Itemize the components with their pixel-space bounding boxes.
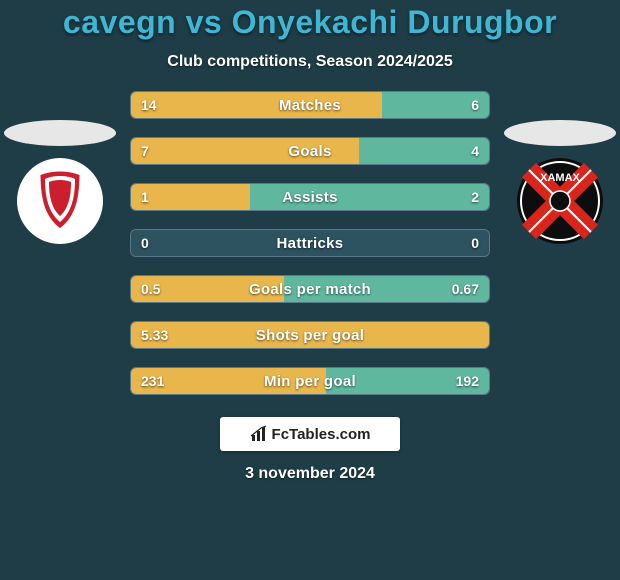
stat-label: Goals per match (131, 281, 489, 298)
footer-date: 3 november 2024 (245, 465, 375, 483)
svg-text:XAMAX: XAMAX (540, 172, 580, 184)
page-title: cavegn vs Onyekachi Durugbor (63, 4, 557, 41)
stat-row: 7Goals4 (130, 137, 490, 165)
shadow-ellipse-right (504, 120, 616, 146)
stat-value-right: 4 (471, 143, 479, 159)
player-right-badge-col: XAMAX (500, 120, 620, 244)
stat-row: 5.33Shots per goal (130, 321, 490, 349)
shadow-ellipse-left (4, 120, 116, 146)
comparison-widget: cavegn vs Onyekachi Durugbor Club compet… (0, 0, 620, 580)
subtitle: Club competitions, Season 2024/2025 (167, 53, 452, 71)
stat-label: Hattricks (131, 235, 489, 252)
stat-row: 231Min per goal192 (130, 367, 490, 395)
stat-value-right: 6 (471, 97, 479, 113)
stat-row: 1Assists2 (130, 183, 490, 211)
stats-table: 14Matches6 7Goals4 1Assists2 0Hattricks0 0.5… (130, 91, 490, 395)
club-badge-left (17, 158, 103, 244)
club-badge-right: XAMAX (517, 158, 603, 244)
stat-label: Goals (131, 143, 489, 160)
stat-label: Min per goal (131, 373, 489, 390)
watermark: FcTables.com (220, 417, 400, 451)
shield-icon (17, 158, 103, 244)
chart-icon (250, 425, 268, 443)
stat-value-right: 192 (456, 373, 479, 389)
stat-label: Assists (131, 189, 489, 206)
stat-row: 0Hattricks0 (130, 229, 490, 257)
stat-value-right: 0.67 (452, 281, 479, 297)
watermark-text: FcTables.com (272, 426, 371, 443)
stat-row: 14Matches6 (130, 91, 490, 119)
stat-row: 0.5Goals per match0.67 (130, 275, 490, 303)
stat-label: Shots per goal (131, 327, 489, 344)
cross-badge-icon: XAMAX (517, 158, 603, 244)
stat-label: Matches (131, 97, 489, 114)
stat-value-right: 0 (471, 235, 479, 251)
player-left-badge-col (0, 120, 120, 244)
stat-value-right: 2 (471, 189, 479, 205)
